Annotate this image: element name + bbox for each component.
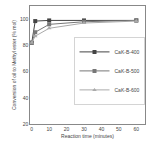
svg-text:10: 10 bbox=[46, 126, 52, 132]
svg-text:100: 100 bbox=[20, 16, 29, 22]
svg-text:80: 80 bbox=[23, 42, 29, 48]
svg-text:30: 30 bbox=[81, 126, 87, 132]
svg-text:CaK-B-500: CaK-B-500 bbox=[115, 68, 140, 74]
svg-text:CaK-B-600: CaK-B-600 bbox=[115, 87, 140, 93]
svg-text:0: 0 bbox=[30, 126, 33, 132]
svg-text:20: 20 bbox=[23, 121, 29, 127]
svg-text:40: 40 bbox=[23, 95, 29, 101]
svg-text:CaK-B-400: CaK-B-400 bbox=[115, 49, 140, 55]
svg-text:40: 40 bbox=[99, 126, 105, 132]
svg-text:Conversion of oil to Methyl es: Conversion of oil to Methyl ester (% mol… bbox=[11, 20, 17, 110]
svg-text:60: 60 bbox=[23, 68, 29, 74]
svg-text:20: 20 bbox=[64, 126, 70, 132]
svg-text:Reaction time (minutes): Reaction time (minutes) bbox=[61, 133, 114, 139]
svg-text:50: 50 bbox=[116, 126, 122, 132]
svg-text:60: 60 bbox=[134, 126, 140, 132]
